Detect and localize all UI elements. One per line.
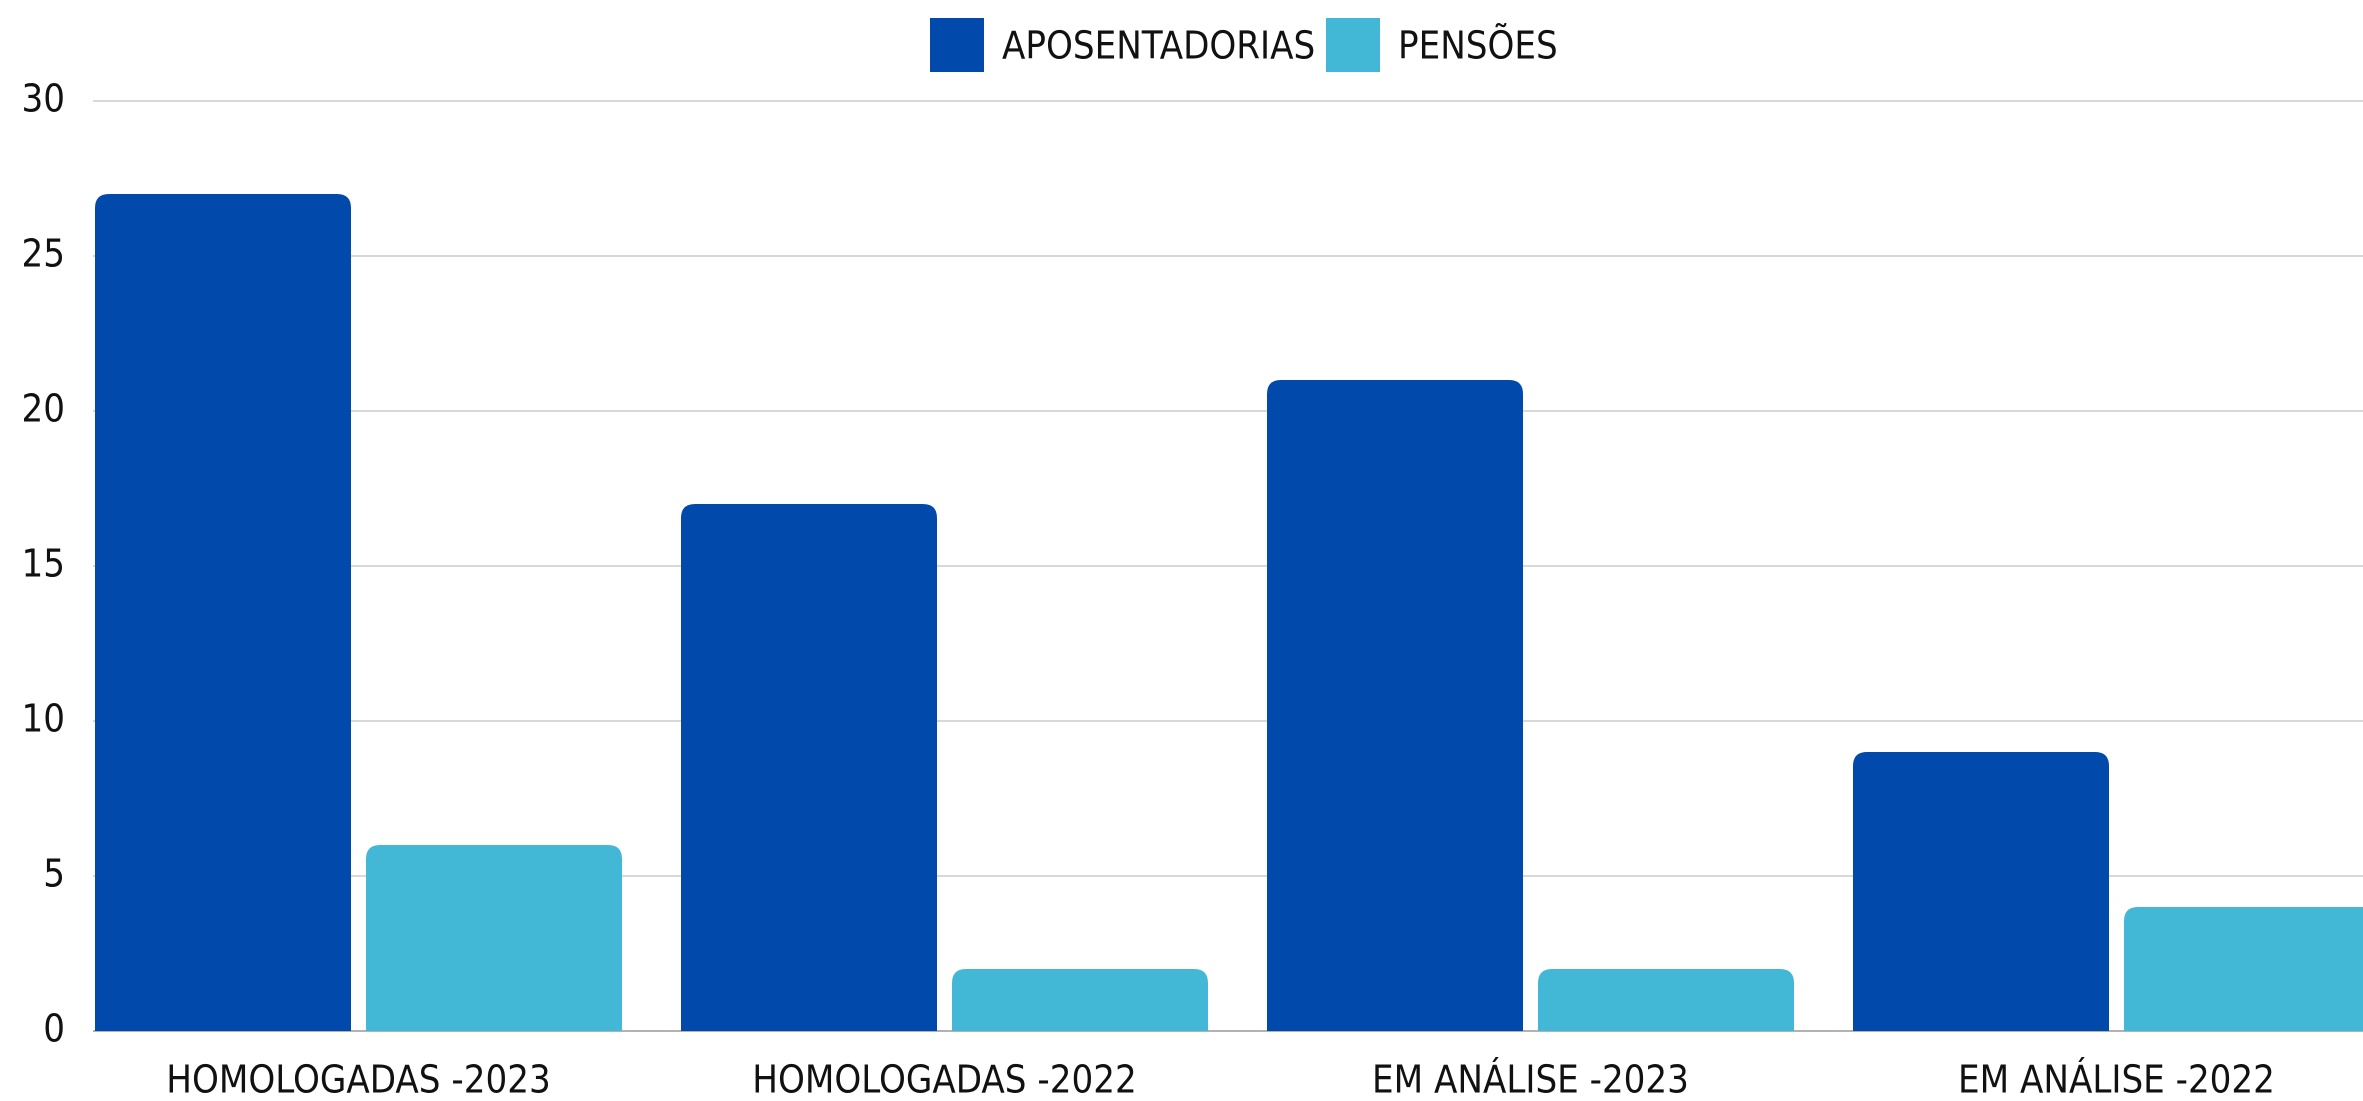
bar [1538,969,1794,1031]
bar [952,969,1208,1031]
legend-swatch [1326,18,1380,72]
x-tick-label: EM ANÁLISE -2022 [1958,1058,2275,1101]
bar [1853,752,2109,1031]
x-tick-label: EM ANÁLISE -2023 [1372,1058,1689,1101]
y-tick-label: 25 [22,232,66,276]
legend-label: PENSÕES [1398,24,1558,68]
y-tick-label: 15 [22,542,66,586]
bar [366,845,622,1031]
x-tick-label: HOMOLOGADAS -2023 [166,1058,550,1101]
bar [2124,907,2363,1031]
y-tick-label: 30 [22,77,66,121]
legend-swatch [930,18,984,72]
bar [1267,380,1523,1031]
x-tick-label: HOMOLOGADAS -2022 [752,1058,1136,1101]
y-tick-label: 20 [22,387,66,431]
y-tick-label: 0 [43,1007,65,1051]
bar [95,194,351,1031]
y-tick-label: 5 [43,852,65,896]
y-tick-label: 10 [22,697,66,741]
bar [681,504,937,1031]
legend-label: APOSENTADORIAS [1002,24,1315,68]
